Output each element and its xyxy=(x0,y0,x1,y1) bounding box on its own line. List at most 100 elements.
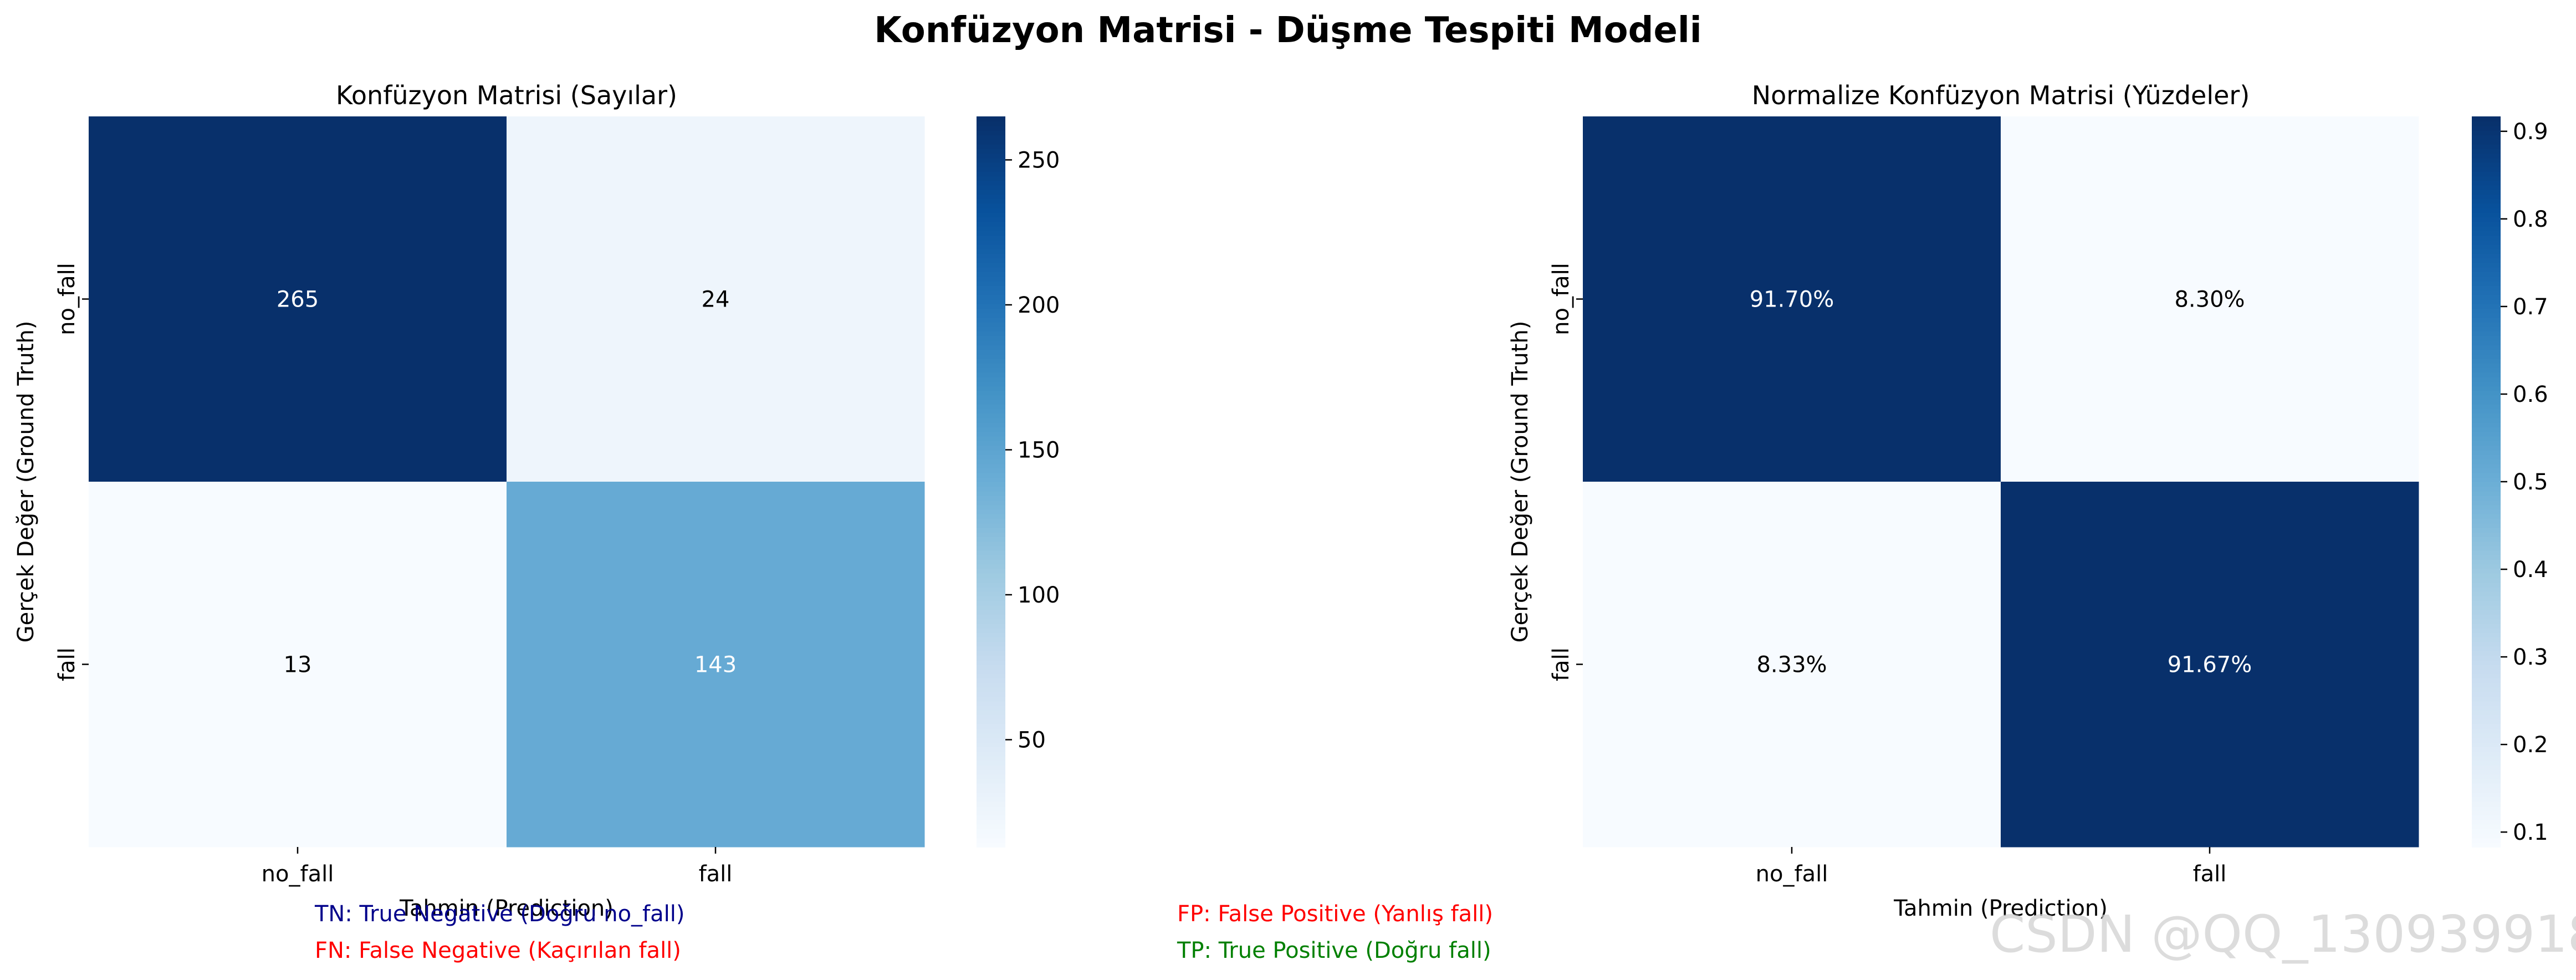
colorbar-segment xyxy=(2472,121,2501,126)
colorbar-segment xyxy=(977,623,1005,629)
colorbar-segment xyxy=(2472,678,2501,683)
colorbar-segment xyxy=(2472,372,2501,377)
colorbar-segment xyxy=(977,125,1005,131)
colorbar-segment xyxy=(977,162,1005,167)
colorbar-segment xyxy=(977,285,1005,291)
colorbar-segment xyxy=(2472,810,2501,816)
y-tick-label: no_fall xyxy=(1548,263,1574,335)
colorbar-segment xyxy=(2472,226,2501,231)
colorbar-segment xyxy=(977,299,1005,304)
colorbar-segment xyxy=(977,253,1005,259)
colorbar-segment xyxy=(2472,358,2501,364)
colorbar-segment xyxy=(977,586,1005,592)
colorbar-segment xyxy=(977,737,1005,743)
colorbar-segment xyxy=(2472,536,2501,542)
colorbar-segment xyxy=(977,532,1005,537)
colorbar-segment xyxy=(2472,427,2501,432)
colorbar-segment xyxy=(2472,239,2501,245)
colorbar-segment xyxy=(2472,198,2501,204)
heatmap-cell xyxy=(507,116,925,482)
colorbar-segment xyxy=(977,198,1005,204)
colorbar-segment xyxy=(977,331,1005,336)
colorbar-segment xyxy=(977,458,1005,465)
colorbar-segment xyxy=(2472,386,2501,391)
colorbar-segment xyxy=(2472,409,2501,414)
colorbar-segment xyxy=(2472,783,2501,788)
colorbar-segment xyxy=(977,495,1005,501)
colorbar-segment xyxy=(2472,463,2501,469)
cell-label: 143 xyxy=(694,652,737,678)
colorbar-segment xyxy=(977,217,1005,222)
colorbar-segment xyxy=(977,354,1005,359)
colorbar-segment xyxy=(977,267,1005,273)
colorbar-segment xyxy=(2472,262,2501,268)
y-tick-label: fall xyxy=(54,647,80,681)
colorbar-segment xyxy=(2472,404,2501,410)
colorbar-segment xyxy=(977,760,1005,765)
colorbar-segment xyxy=(2472,805,2501,811)
colorbar-segment xyxy=(2472,710,2501,716)
colorbar-segment xyxy=(2472,664,2501,670)
colorbar-segment xyxy=(977,701,1005,706)
colorbar-segment xyxy=(2472,313,2501,318)
colorbar-segment xyxy=(977,687,1005,692)
colorbar-segment xyxy=(2472,317,2501,323)
colorbar-segment xyxy=(977,376,1005,382)
colorbar-tick-label: 150 xyxy=(1018,437,1060,463)
colorbar-segment xyxy=(2472,760,2501,765)
colorbar-segment xyxy=(2472,801,2501,807)
colorbar-segment xyxy=(2472,130,2501,135)
colorbar-segment xyxy=(977,655,1005,661)
colorbar-segment xyxy=(2472,550,2501,555)
colorbar-segment xyxy=(977,678,1005,683)
colorbar-segment xyxy=(977,230,1005,236)
colorbar-segment xyxy=(2472,513,2501,519)
colorbar-segment xyxy=(2472,166,2501,172)
colorbar-segment xyxy=(2472,134,2501,140)
colorbar-segment xyxy=(2472,646,2501,651)
x-axis-label: Tahmin (Prediction) xyxy=(1893,896,2108,921)
colorbar-segment xyxy=(977,696,1005,702)
colorbar-segment xyxy=(2472,842,2501,848)
colorbar-segment xyxy=(977,203,1005,208)
colorbar-segment xyxy=(977,258,1005,263)
colorbar-segment xyxy=(2472,221,2501,227)
colorbar-segment xyxy=(2472,349,2501,355)
cell-label: 91.67% xyxy=(2168,652,2252,678)
colorbar-segment xyxy=(2472,431,2501,437)
colorbar-segment xyxy=(2472,458,2501,465)
colorbar-segment xyxy=(977,134,1005,140)
colorbar-segment xyxy=(977,614,1005,620)
colorbar-segment xyxy=(977,368,1005,373)
colorbar-segment xyxy=(977,303,1005,309)
colorbar-segment xyxy=(2472,518,2501,524)
heatmap-panel-1: Konfüzyon Matrisi (Sayılar) 265 24 13 143 no_… xyxy=(13,80,1060,921)
colorbar-segment xyxy=(977,148,1005,154)
colorbar-segment xyxy=(977,819,1005,825)
colorbar-segment xyxy=(977,358,1005,364)
note-false-positive: FP: False Positive (Yanlış fall) xyxy=(1177,901,1493,927)
colorbar-segment xyxy=(2472,290,2501,295)
colorbar-segment xyxy=(2472,591,2501,596)
colorbar-segment xyxy=(977,577,1005,583)
colorbar-segment xyxy=(977,477,1005,482)
colorbar-segment xyxy=(2472,139,2501,145)
panel-title: Normalize Konfüzyon Matrisi (Yüzdeler) xyxy=(1752,80,2250,110)
colorbar-segment xyxy=(2472,454,2501,460)
colorbar-segment xyxy=(2472,354,2501,359)
colorbar-segment xyxy=(2472,299,2501,304)
colorbar-segment xyxy=(2472,637,2501,642)
colorbar-segment xyxy=(2472,472,2501,478)
colorbar-segment xyxy=(977,637,1005,642)
colorbar-segment xyxy=(977,248,1005,254)
colorbar-segment xyxy=(2472,792,2501,798)
colorbar-segment xyxy=(2472,212,2501,218)
colorbar-segment xyxy=(2472,248,2501,254)
colorbar-segment xyxy=(2472,363,2501,369)
colorbar-segment xyxy=(977,176,1005,181)
colorbar-segment xyxy=(2472,778,2501,784)
colorbar-segment xyxy=(977,545,1005,551)
colorbar-segment xyxy=(977,582,1005,588)
colorbar-segment xyxy=(2472,751,2501,757)
colorbar-segment xyxy=(977,504,1005,510)
